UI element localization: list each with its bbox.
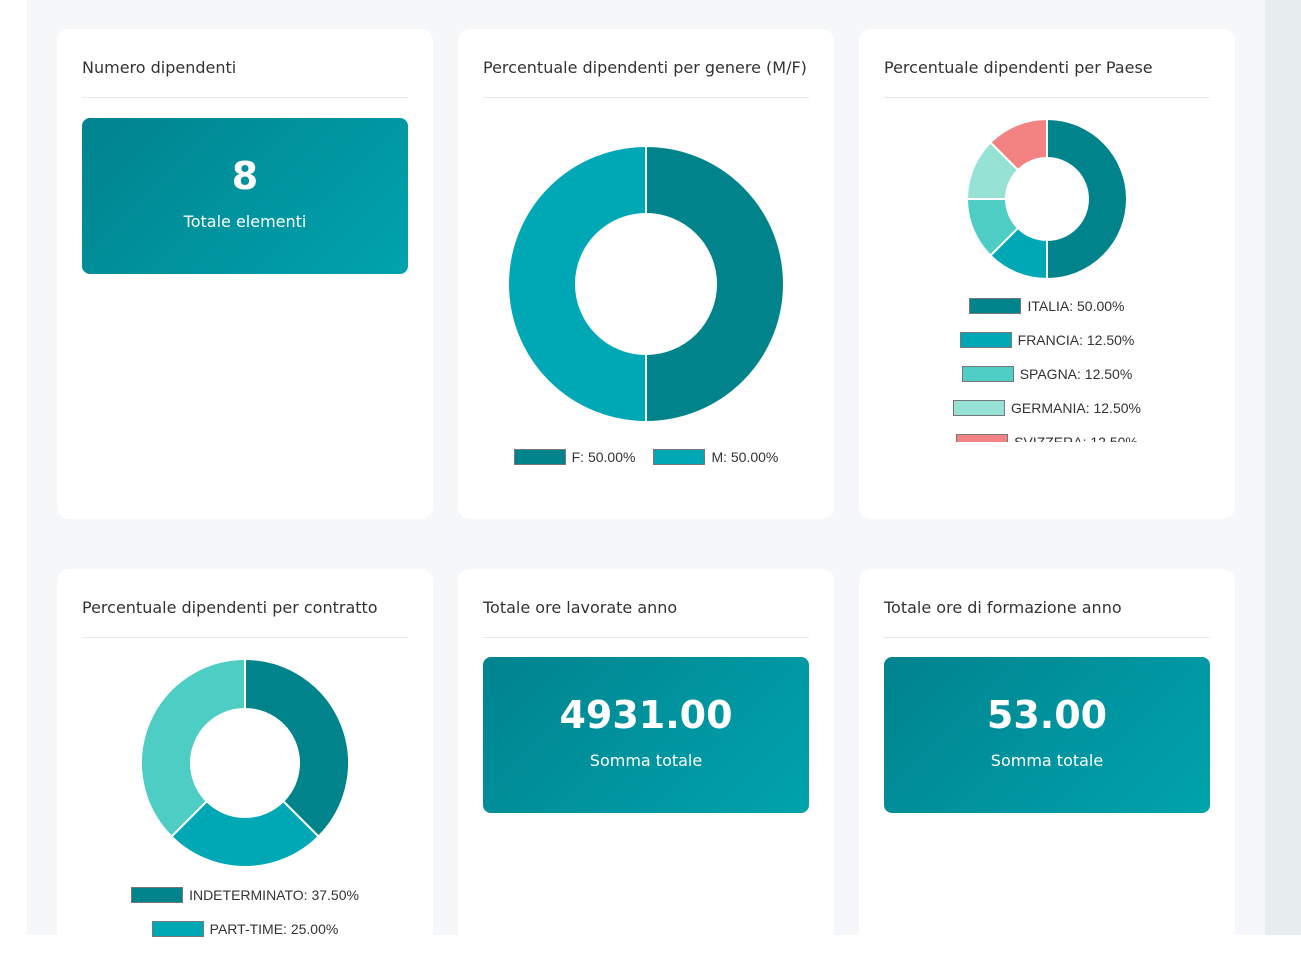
legend: INDETERMINATO: 37.50% PART-TIME: 25.00%	[57, 878, 433, 958]
card-title: Percentuale dipendenti per contratto	[82, 595, 408, 638]
donut-slice[interactable]	[989, 117, 1048, 172]
kpi-box: 4931.00 Somma totale	[483, 657, 809, 813]
legend-item[interactable]: M: 50.00%	[653, 440, 778, 470]
country-donut	[965, 117, 1128, 281]
card-title: Percentuale dipendenti per Paese	[884, 55, 1210, 98]
legend-swatch	[959, 332, 1012, 348]
legend-label: INDETERMINATO: 37.50%	[189, 887, 359, 903]
kpi-label: Totale elementi	[183, 212, 307, 231]
legend-label: SPAGNA: 12.50%	[1019, 366, 1133, 382]
legend-label: PART-TIME: 25.00%	[209, 921, 339, 937]
donut-slice[interactable]	[170, 799, 320, 868]
card-title: Percentuale dipendenti per genere (M/F)	[483, 55, 809, 98]
donut-slice[interactable]	[1046, 117, 1128, 281]
legend-item[interactable]: ITALIA: 50.00%	[859, 289, 1235, 323]
card-training: Totale ore di formazione anno 53.00 Somm…	[859, 569, 1235, 969]
legend-swatch	[956, 434, 1009, 442]
kpi-value: 4931.00	[559, 693, 733, 737]
legend-swatch	[953, 400, 1006, 416]
gender-donut	[507, 144, 785, 424]
donut-slice[interactable]	[244, 657, 350, 838]
card-contract: Percentuale dipendenti per contratto IND…	[57, 569, 433, 969]
legend-item[interactable]: F: 50.00%	[513, 440, 636, 470]
kpi-label: Somma totale	[589, 751, 703, 770]
legend-label: GERMANIA: 12.50%	[1011, 400, 1141, 416]
donut-slice[interactable]	[507, 144, 647, 424]
contract-donut	[140, 657, 350, 868]
legend-swatch	[653, 449, 706, 465]
donut-slice[interactable]	[645, 144, 785, 424]
legend-item[interactable]: SVIZZERA: 12.50%	[859, 425, 1235, 442]
legend-item[interactable]: PART-TIME: 25.00%	[57, 912, 433, 946]
kpi-box: 53.00 Somma totale	[884, 657, 1210, 813]
legend-swatch	[961, 366, 1014, 382]
kpi-value: 8	[231, 154, 259, 198]
donut-slice[interactable]	[140, 657, 246, 838]
legend-swatch	[131, 887, 184, 903]
card-title: Totale ore lavorate anno	[483, 595, 809, 638]
kpi-value: 53.00	[986, 693, 1108, 737]
card-title: Numero dipendenti	[82, 55, 408, 98]
card-country: Percentuale dipendenti per Paese ITALIA:…	[859, 29, 1235, 519]
legend-item[interactable]: SPAGNA: 12.50%	[859, 357, 1235, 391]
legend-item[interactable]: GERMANIA: 12.50%	[859, 391, 1235, 425]
legend-item[interactable]: INDETERMINATO: 37.50%	[57, 878, 433, 912]
legend-label: FRANCIA: 12.50%	[1017, 332, 1135, 348]
scrollbar-track[interactable]	[1265, 0, 1301, 935]
card-hours: Totale ore lavorate anno 4931.00 Somma t…	[458, 569, 834, 969]
legend-swatch	[513, 449, 566, 465]
card-gender: Percentuale dipendenti per genere (M/F) …	[458, 29, 834, 519]
legend-swatch	[969, 298, 1022, 314]
card-title: Totale ore di formazione anno	[884, 595, 1210, 638]
legend-item[interactable]: FRANCIA: 12.50%	[859, 323, 1235, 357]
kpi-label: Somma totale	[990, 751, 1104, 770]
legend-label: ITALIA: 50.00%	[1027, 298, 1125, 314]
legend-label: F: 50.00%	[571, 449, 636, 465]
legend-label: M: 50.00%	[711, 449, 779, 465]
legend-label: SVIZZERA: 12.50%	[1014, 434, 1138, 442]
legend: ITALIA: 50.00% FRANCIA: 12.50% SPAGNA: 12.…	[859, 289, 1235, 442]
legend: F: 50.00% M: 50.00%	[458, 440, 834, 470]
card-employees: Numero dipendenti 8 Totale elementi	[57, 29, 433, 519]
kpi-box: 8 Totale elementi	[82, 118, 408, 274]
